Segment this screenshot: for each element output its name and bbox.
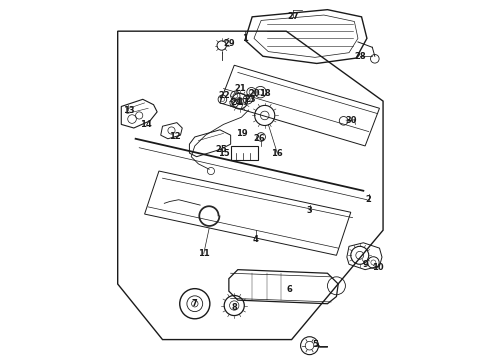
Text: 8: 8 <box>231 303 237 312</box>
Text: 22: 22 <box>219 91 230 100</box>
Text: 18: 18 <box>259 89 270 98</box>
Text: 30: 30 <box>345 116 357 125</box>
Text: 9: 9 <box>362 260 368 269</box>
Text: 1: 1 <box>242 34 248 43</box>
Text: 11: 11 <box>198 249 210 258</box>
Text: 20: 20 <box>248 89 260 98</box>
Text: 2: 2 <box>366 195 371 204</box>
Text: 4: 4 <box>253 235 259 244</box>
Bar <box>231 146 258 160</box>
Text: 26: 26 <box>253 134 265 143</box>
Text: 27: 27 <box>288 12 299 21</box>
Text: 14: 14 <box>141 120 152 129</box>
Text: 13: 13 <box>122 105 134 114</box>
Text: 10: 10 <box>372 264 384 273</box>
Text: 28: 28 <box>354 52 366 61</box>
Text: 16: 16 <box>271 149 283 158</box>
Text: 29: 29 <box>223 39 235 48</box>
Text: 3: 3 <box>307 206 313 215</box>
Text: 15: 15 <box>218 149 229 158</box>
Text: 6: 6 <box>287 285 293 294</box>
Text: 7: 7 <box>192 299 197 308</box>
Text: 19: 19 <box>236 129 247 138</box>
Text: 17: 17 <box>237 98 249 107</box>
Text: 25: 25 <box>216 145 227 154</box>
Text: 24: 24 <box>230 98 242 107</box>
Text: 23: 23 <box>245 95 256 104</box>
Text: 5: 5 <box>312 341 318 350</box>
Text: 21: 21 <box>234 84 246 93</box>
Text: 12: 12 <box>169 132 181 141</box>
